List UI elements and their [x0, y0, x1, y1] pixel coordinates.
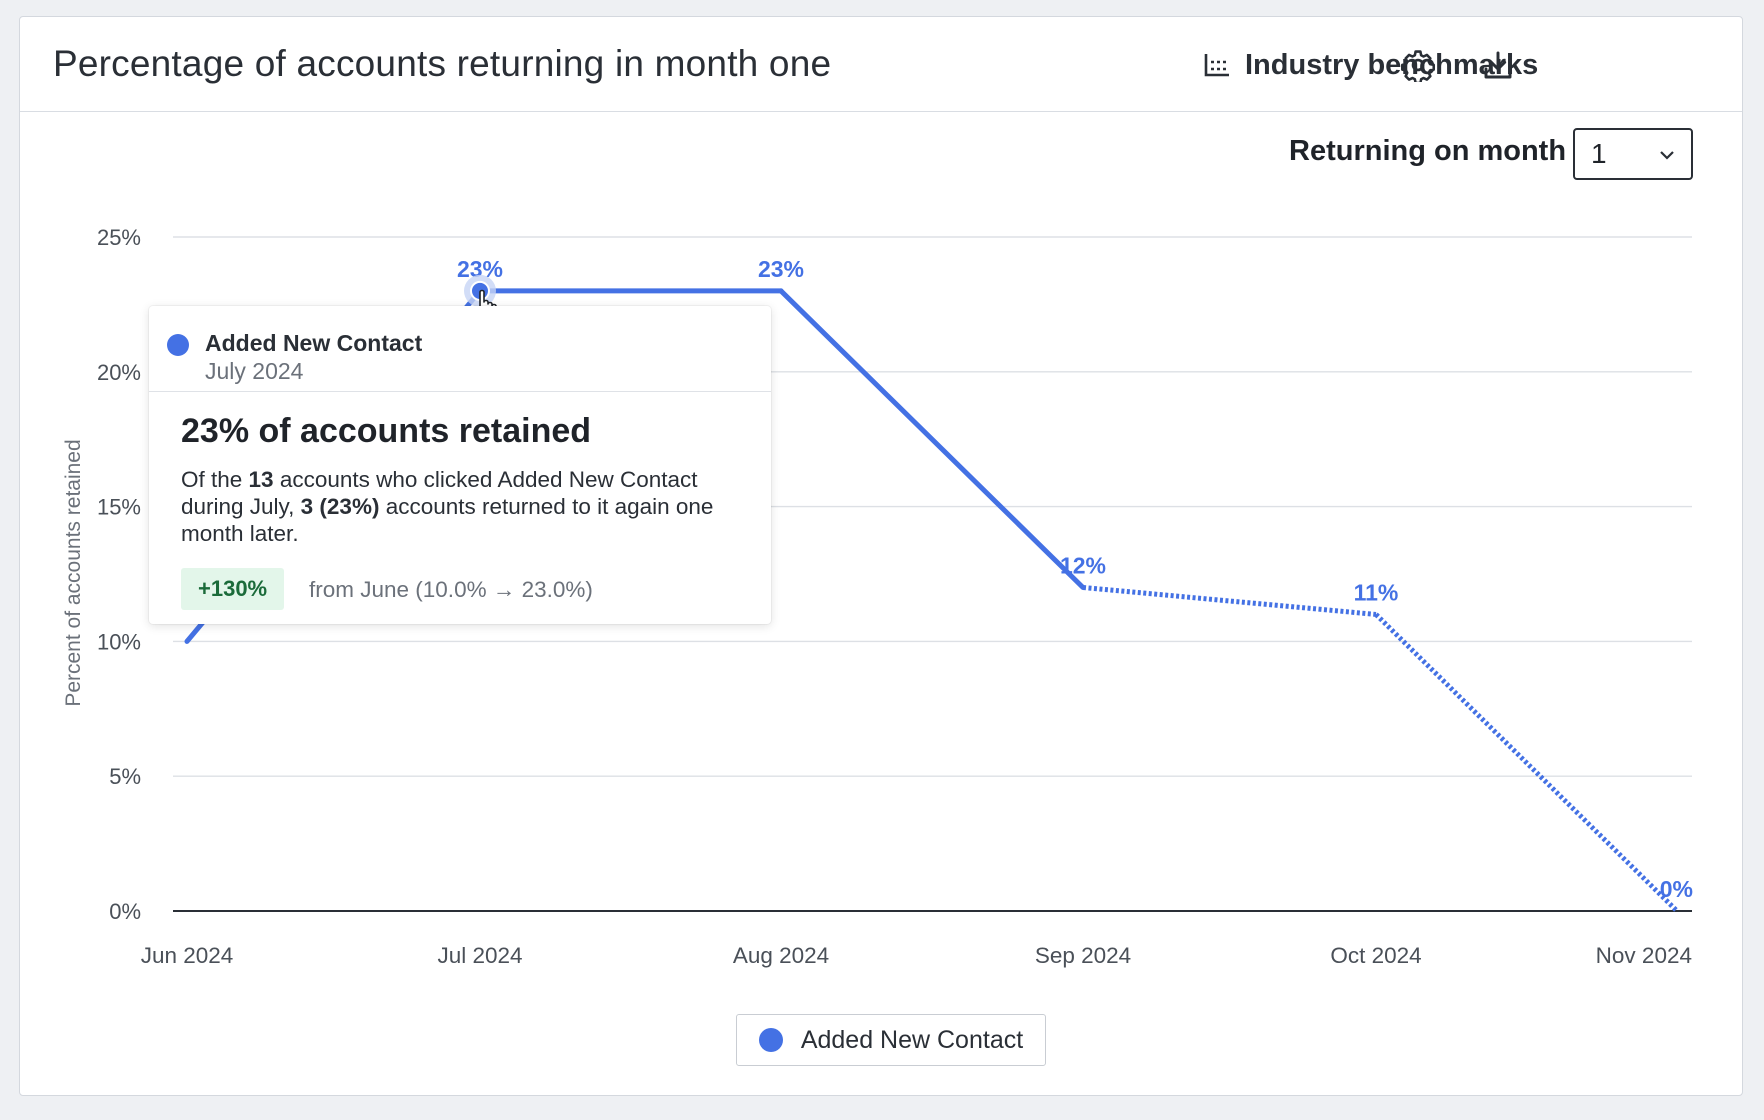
series-segment: [1082, 584, 1377, 617]
y-tick-label: 20%: [97, 360, 141, 385]
legend-item-added-new-contact[interactable]: Added New Contact: [736, 1014, 1046, 1066]
returning-month-value: 1: [1591, 138, 1607, 169]
data-label: 11%: [1354, 579, 1399, 605]
x-tick-label: Nov 2024: [1596, 943, 1692, 968]
legend-label: Added New Contact: [800, 1025, 1024, 1054]
change-badge: +130%: [181, 568, 285, 610]
data-label: 23%: [758, 256, 804, 282]
y-tick-label: 0%: [109, 899, 141, 924]
desc-mid: accounts who clicked Added New Contact d…: [181, 467, 698, 519]
legend-color-dot: [758, 1028, 783, 1052]
tooltip-series-name: Added New Contact: [205, 330, 423, 356]
data-label: 12%: [1060, 552, 1106, 578]
tooltip-header: Added New Contact July 2024: [149, 306, 771, 392]
desc-returned: 3 (23%): [300, 494, 380, 519]
series-segment: [778, 288, 1086, 590]
y-axis-ticks: 0% 5% 10% 15% 20% 25%: [97, 225, 141, 924]
download-icon: [1484, 51, 1512, 79]
card-header: Percentage of accounts returning in mont…: [20, 17, 1742, 112]
industry-benchmarks-button[interactable]: Industry benchmarks: [1203, 43, 1538, 87]
x-tick-label: Oct 2024: [1330, 943, 1421, 968]
tooltip-headline: 23% of accounts retained: [181, 412, 592, 450]
series-color-dot: [167, 334, 189, 356]
y-tick-label: 5%: [109, 764, 141, 789]
benchmark-chart-icon: [1204, 54, 1229, 77]
data-label: 0%: [1660, 876, 1693, 902]
data-point-tooltip: Added New Contact July 2024 23% of accou…: [149, 306, 771, 624]
desc-count: 13: [248, 467, 274, 492]
returning-month-select[interactable]: 1: [1573, 128, 1693, 180]
tooltip-month: July 2024: [205, 358, 304, 384]
x-axis-ticks: Jun 2024 Jul 2024 Aug 2024 Sep 2024 Oct 2024…: [141, 943, 1692, 968]
settings-button[interactable]: [1396, 43, 1440, 87]
tooltip-description: Of the 13 accounts who clicked Added New…: [181, 466, 751, 547]
returning-on-month-label: Returning on month: [1289, 135, 1567, 167]
x-tick-label: Aug 2024: [733, 943, 829, 968]
chevron-down-icon: [1660, 151, 1674, 160]
industry-benchmarks-label: Industry benchmarks: [1245, 48, 1539, 81]
page-title: Percentage of accounts returning in mont…: [53, 43, 832, 84]
series-segment: [1374, 612, 1679, 913]
x-tick-label: Jul 2024: [437, 943, 522, 968]
y-axis-label: Percent of accounts retained: [62, 439, 85, 706]
x-tick-label: Jun 2024: [141, 943, 234, 968]
desc-post: accounts returned to it again one month …: [181, 494, 714, 546]
gear-icon: [1401, 50, 1435, 82]
y-tick-label: 10%: [97, 629, 141, 654]
change-from-text: from June (10.0% → 23.0%): [309, 577, 593, 602]
download-button[interactable]: [1476, 43, 1520, 87]
y-tick-label: 15%: [97, 495, 141, 520]
desc-pre: Of the: [181, 467, 249, 492]
x-tick-label: Sep 2024: [1035, 943, 1131, 968]
y-tick-label: 25%: [97, 225, 141, 250]
